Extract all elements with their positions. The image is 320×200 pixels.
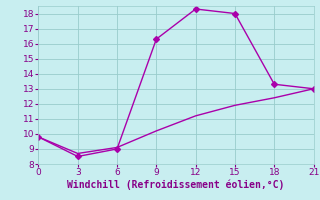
X-axis label: Windchill (Refroidissement éolien,°C): Windchill (Refroidissement éolien,°C) (67, 180, 285, 190)
